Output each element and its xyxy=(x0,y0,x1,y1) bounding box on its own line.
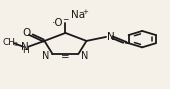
Text: =: = xyxy=(61,52,70,62)
Text: N: N xyxy=(81,51,89,61)
Text: ·O: ·O xyxy=(52,18,64,28)
Text: H: H xyxy=(22,46,29,55)
Text: N: N xyxy=(21,42,29,52)
Text: +: + xyxy=(83,9,88,15)
Text: −: − xyxy=(62,15,68,24)
Text: 3: 3 xyxy=(13,42,17,47)
Text: CH: CH xyxy=(3,38,16,47)
Text: Na: Na xyxy=(71,10,85,20)
Text: O: O xyxy=(22,28,30,38)
Text: N: N xyxy=(42,51,50,61)
Text: N: N xyxy=(107,32,114,42)
